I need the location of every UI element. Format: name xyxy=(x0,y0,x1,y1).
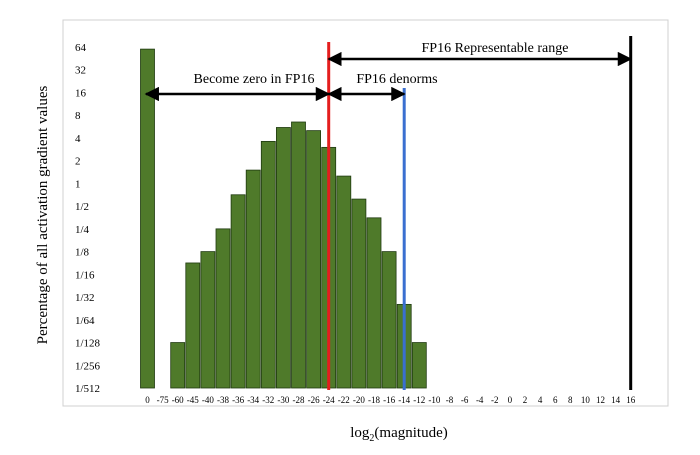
x-tick-label: -75 xyxy=(157,395,169,405)
bar-5 xyxy=(215,228,231,389)
x-axis-title-subscript: 2 xyxy=(369,433,374,444)
x-tick-label: -8 xyxy=(446,395,454,405)
y-tick-labels: 64 32 16 8 4 2 1 1/2 1/4 1/8 1/16 1/32 1/64 1/128 1/25… xyxy=(75,42,101,395)
bar-4 xyxy=(200,251,216,389)
bar-14 xyxy=(351,198,367,389)
x-axis-title-main: log xyxy=(350,425,370,441)
x-tick-label: -10 xyxy=(428,395,440,405)
x-tick-label: 0 xyxy=(508,395,513,405)
x-tick-label: -28 xyxy=(293,395,305,405)
x-tick-label: -45 xyxy=(187,395,199,405)
x-tick-label: -22 xyxy=(338,395,350,405)
bar-10 xyxy=(291,121,306,389)
x-tick-label: 8 xyxy=(568,395,573,405)
x-tick-label: 2 xyxy=(523,395,528,405)
bar-11 xyxy=(306,130,322,389)
bar-16 xyxy=(381,251,397,389)
y-tick-label: 1/64 xyxy=(75,315,95,327)
bar-3 xyxy=(185,262,201,389)
x-tick-label: -18 xyxy=(368,395,380,405)
annotations-layer: FP16 Representable range Become zero in F… xyxy=(144,41,633,102)
y-axis-title: Percentage of all activation gradient va… xyxy=(35,86,51,345)
x-tick-label: -30 xyxy=(277,395,289,405)
y-tick-label: 32 xyxy=(75,65,86,77)
y-tick-label: 8 xyxy=(75,110,81,122)
bar-15 xyxy=(366,217,382,389)
x-tick-label: -16 xyxy=(383,395,395,405)
y-tick-label: 4 xyxy=(75,133,81,145)
x-tick-label: 4 xyxy=(538,395,543,405)
x-axis-title-tail: (magnitude) xyxy=(374,425,447,441)
x-tick-label: 16 xyxy=(626,395,636,405)
x-tick-label: -12 xyxy=(413,395,425,405)
bar-6 xyxy=(230,194,246,389)
x-tick-label: 12 xyxy=(596,395,605,405)
bar-9 xyxy=(275,127,291,389)
plot-frame xyxy=(62,19,669,407)
bar-18 xyxy=(411,342,427,389)
x-tick-label: -60 xyxy=(172,395,184,405)
annotation-label: FP16 denorms xyxy=(356,72,437,87)
x-tick-label: -4 xyxy=(476,395,484,405)
bar-0 xyxy=(140,48,155,389)
x-tick-label: -2 xyxy=(491,395,499,405)
x-tick-label: -34 xyxy=(247,395,259,405)
bar-8 xyxy=(260,140,276,389)
y-tick-label: 1/512 xyxy=(75,383,100,395)
x-tick-label: -20 xyxy=(353,395,365,405)
annotation-label: Become zero in FP16 xyxy=(194,72,315,87)
x-tick-label: -6 xyxy=(461,395,469,405)
y-tick-label: 1/256 xyxy=(75,360,101,372)
y-tick-label: 2 xyxy=(75,156,81,168)
x-tick-label: -32 xyxy=(262,395,274,405)
y-tick-label: 1/4 xyxy=(75,224,90,236)
y-tick-label: 1/16 xyxy=(75,269,95,281)
x-tick-labels: 0 -75 -60 -45 -40 -38 -36 -34 -32 -30 -28 -26 -24 -22… xyxy=(145,395,635,405)
x-tick-label: -14 xyxy=(398,395,410,405)
x-tick-label: 6 xyxy=(553,395,558,405)
bar-7 xyxy=(245,169,261,389)
x-tick-label: -24 xyxy=(323,395,335,405)
bars-layer xyxy=(140,48,427,389)
bar-13 xyxy=(336,175,352,389)
x-tick-label: 14 xyxy=(611,395,621,405)
y-tick-label: 64 xyxy=(75,42,87,54)
x-tick-label: -36 xyxy=(232,395,244,405)
y-tick-label: 1/128 xyxy=(75,338,101,350)
y-tick-label: 16 xyxy=(75,87,87,99)
x-tick-label: 10 xyxy=(581,395,591,405)
x-tick-label: -26 xyxy=(308,395,320,405)
x-tick-label: 0 xyxy=(145,395,150,405)
y-tick-label: 1/2 xyxy=(75,201,89,213)
y-tick-label: 1/8 xyxy=(75,247,90,259)
bar-2 xyxy=(170,342,186,389)
x-axis-title: log2(magnitude) xyxy=(350,425,447,444)
x-tick-label: -38 xyxy=(217,395,229,405)
x-tick-label: -40 xyxy=(202,395,214,405)
y-tick-label: 1 xyxy=(75,178,81,190)
annotation-label: FP16 Representable range xyxy=(422,41,569,56)
y-tick-label: 1/32 xyxy=(75,292,95,304)
